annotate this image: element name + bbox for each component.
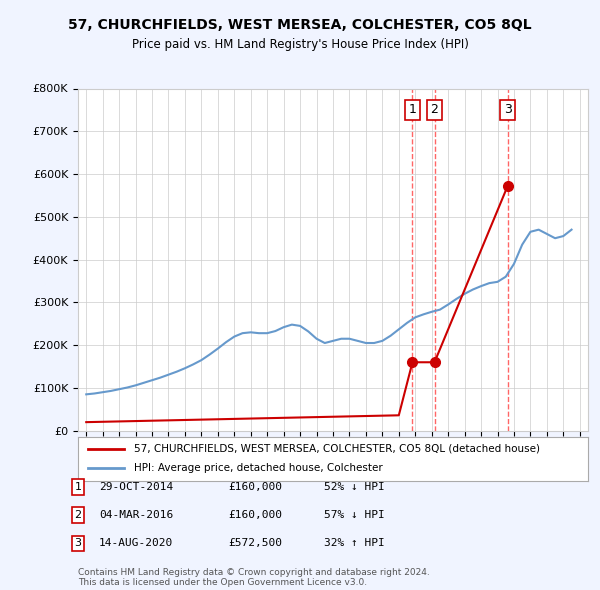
Text: 29-OCT-2014: 29-OCT-2014	[99, 482, 173, 491]
Text: 57% ↓ HPI: 57% ↓ HPI	[324, 510, 385, 520]
Text: 04-MAR-2016: 04-MAR-2016	[99, 510, 173, 520]
Text: 14-AUG-2020: 14-AUG-2020	[99, 539, 173, 548]
Text: HPI: Average price, detached house, Colchester: HPI: Average price, detached house, Colc…	[134, 464, 383, 473]
Text: 3: 3	[74, 539, 82, 548]
Text: Price paid vs. HM Land Registry's House Price Index (HPI): Price paid vs. HM Land Registry's House …	[131, 38, 469, 51]
Text: Contains HM Land Registry data © Crown copyright and database right 2024.
This d: Contains HM Land Registry data © Crown c…	[78, 568, 430, 587]
Text: 2: 2	[431, 103, 439, 116]
Text: £572,500: £572,500	[228, 539, 282, 548]
Text: 57, CHURCHFIELDS, WEST MERSEA, COLCHESTER, CO5 8QL (detached house): 57, CHURCHFIELDS, WEST MERSEA, COLCHESTE…	[134, 444, 540, 454]
Text: 52% ↓ HPI: 52% ↓ HPI	[324, 482, 385, 491]
Text: 3: 3	[504, 103, 512, 116]
Text: 32% ↑ HPI: 32% ↑ HPI	[324, 539, 385, 548]
Text: £160,000: £160,000	[228, 510, 282, 520]
Text: £160,000: £160,000	[228, 482, 282, 491]
Text: 1: 1	[74, 482, 82, 491]
Text: 57, CHURCHFIELDS, WEST MERSEA, COLCHESTER, CO5 8QL: 57, CHURCHFIELDS, WEST MERSEA, COLCHESTE…	[68, 18, 532, 32]
Text: 2: 2	[74, 510, 82, 520]
Text: 1: 1	[409, 103, 416, 116]
